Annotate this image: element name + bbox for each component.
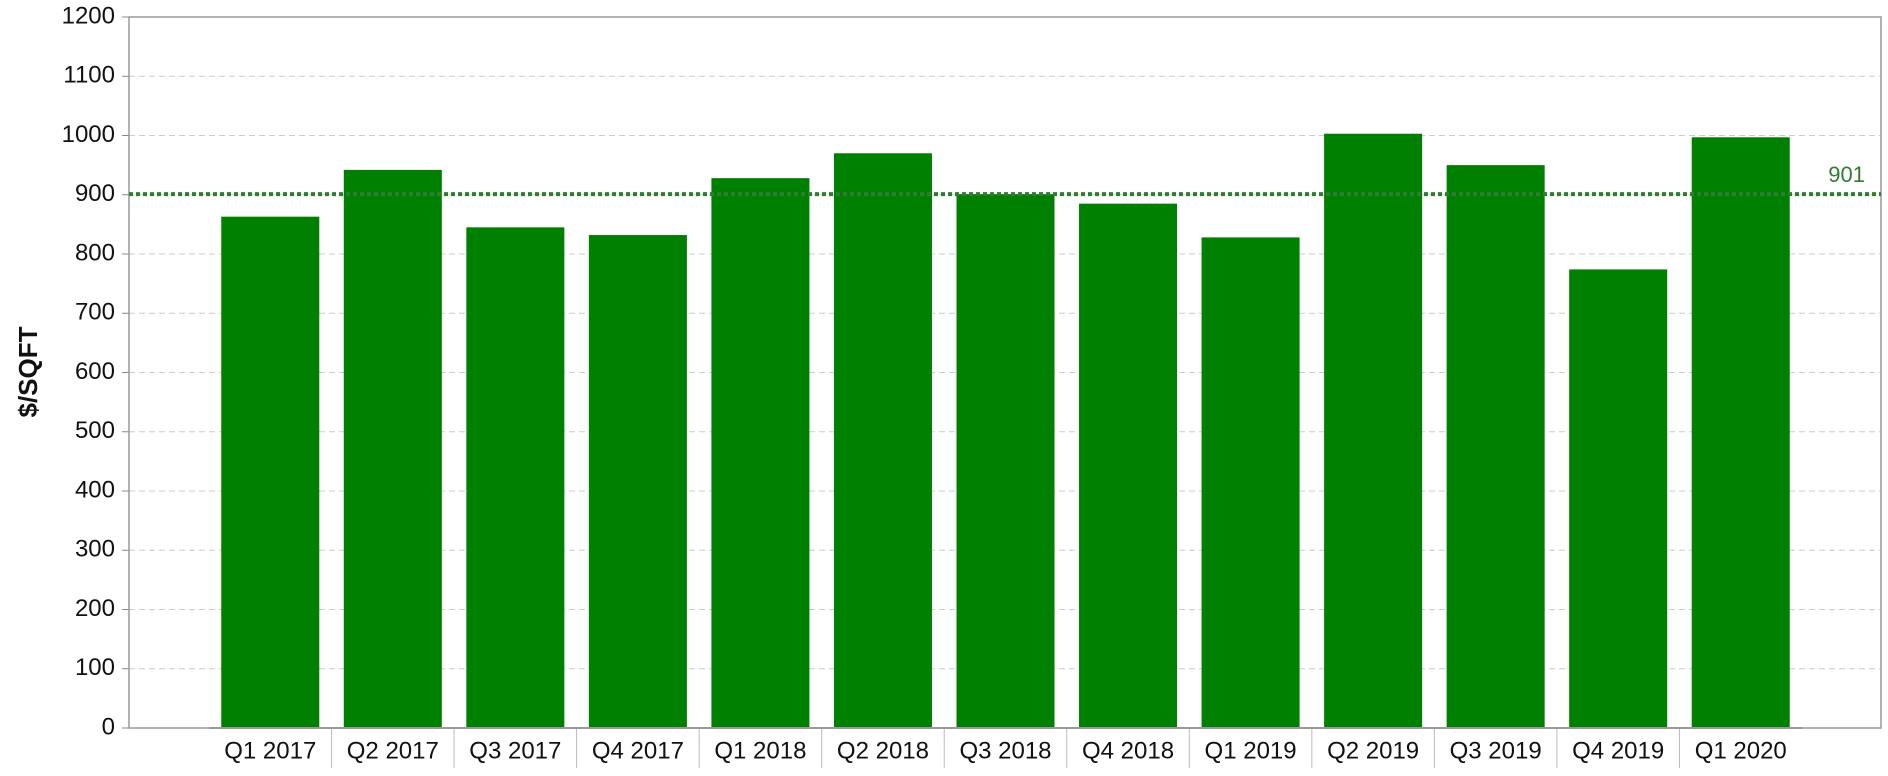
x-tick-label: Q4 2019	[1572, 737, 1664, 764]
y-tick-label: 700	[75, 299, 115, 326]
y-tick-label: 400	[75, 476, 115, 503]
bar	[1201, 237, 1300, 728]
x-tick-label: Q3 2017	[469, 737, 561, 764]
x-tick-label: Q4 2017	[592, 737, 684, 764]
reference-label: 901	[1828, 162, 1865, 187]
bar	[1569, 269, 1668, 728]
bar	[466, 227, 565, 728]
y-tick-label: 1000	[62, 121, 115, 148]
y-tick-label: 100	[75, 654, 115, 681]
bar	[956, 194, 1055, 729]
x-tick-label: Q3 2019	[1450, 737, 1542, 764]
x-tick-label: Q4 2018	[1082, 737, 1174, 764]
y-axis-label: $/SQFT	[13, 326, 43, 417]
x-tick-label: Q3 2018	[959, 737, 1051, 764]
y-tick-label: 1100	[63, 62, 115, 89]
bar	[711, 178, 810, 728]
y-tick-label: 1200	[62, 2, 115, 29]
bar	[1324, 133, 1423, 728]
y-tick-label: 300	[75, 536, 115, 563]
y-tick-label: 200	[75, 595, 115, 622]
x-tick-label: Q1 2019	[1205, 737, 1297, 764]
bar	[1446, 165, 1545, 728]
bar	[343, 169, 442, 729]
x-tick-label: Q1 2018	[714, 737, 806, 764]
y-tick-label: 900	[75, 180, 115, 207]
x-tick-label: Q2 2019	[1327, 737, 1419, 764]
y-tick-label: 600	[75, 358, 115, 385]
bar	[588, 235, 687, 729]
y-tick-label: 800	[75, 239, 115, 266]
bar	[221, 216, 320, 729]
bar	[833, 153, 932, 728]
x-tick-label: Q2 2018	[837, 737, 929, 764]
bar	[1691, 137, 1790, 729]
x-tick-label: Q2 2017	[347, 737, 439, 764]
x-tick-label: Q1 2017	[224, 737, 316, 764]
bar	[1079, 203, 1178, 728]
y-tick-label: 0	[102, 713, 115, 740]
y-tick-label: 500	[75, 417, 115, 444]
x-tick-label: Q1 2020	[1695, 737, 1787, 764]
